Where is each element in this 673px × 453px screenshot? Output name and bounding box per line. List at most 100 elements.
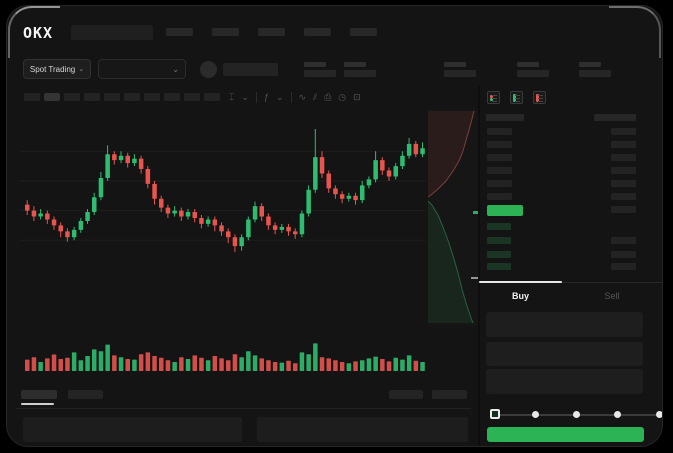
bottom-action-placeholder-1[interactable] [389, 390, 423, 399]
nav-item-placeholder[interactable] [212, 28, 239, 36]
slider-stop[interactable] [532, 411, 539, 418]
book-lines-glyph [515, 95, 520, 102]
top-nav [166, 28, 377, 36]
order-input-placeholder[interactable] [486, 369, 643, 394]
depth-panel [427, 109, 478, 326]
bottom-content-placeholder-2 [257, 417, 468, 442]
tab-buy[interactable]: Buy [511, 291, 529, 301]
nav-item-placeholder[interactable] [166, 28, 193, 36]
bottom-tab-orders[interactable] [21, 390, 57, 399]
buy-submit-button[interactable] [487, 427, 644, 442]
chevron-down-icon[interactable]: ⌄ [275, 92, 284, 102]
ask-price-placeholder [487, 128, 512, 135]
bottom-tab-history[interactable] [68, 390, 103, 399]
interval-icon[interactable]: ◷ [338, 92, 347, 102]
okx-logo[interactable]: OKX [23, 24, 54, 42]
chevron-down-icon: ⌄ [78, 66, 85, 73]
book-both-icon[interactable] [487, 91, 500, 104]
ask-price-placeholder [487, 180, 512, 187]
tab-sell[interactable]: Sell [604, 291, 620, 301]
slider-stop[interactable] [614, 411, 621, 418]
stat-value-placeholder [579, 70, 611, 77]
toolbar-separator [255, 91, 257, 103]
stat-label-placeholder [579, 62, 601, 67]
stat-label-placeholder [444, 62, 466, 67]
orderbook-view-switcher [487, 91, 546, 104]
ask-amount-placeholder [611, 180, 636, 187]
fullscreen-icon[interactable]: ⊡ [353, 92, 361, 102]
volume-chart [25, 343, 425, 371]
search-placeholder[interactable] [71, 25, 153, 40]
indicators-icon[interactable]: ƒ [263, 92, 269, 102]
orderbook-amount-header-placeholder [594, 114, 636, 121]
timeframe-placeholder[interactable] [84, 93, 100, 101]
timeframe-placeholder[interactable] [44, 93, 60, 101]
ticker-stat-placeholder [517, 62, 550, 77]
ask-price-placeholder [487, 193, 512, 200]
slider-handle[interactable] [490, 409, 500, 419]
last-price-amount-placeholder [611, 206, 636, 213]
ticker-stat-placeholder [304, 62, 337, 77]
market-mode-dropdown[interactable]: Spot Trading ⌄ [23, 59, 91, 79]
timeframe-placeholder[interactable] [124, 93, 140, 101]
ask-price-placeholder [487, 154, 512, 161]
orderbook-price-header-placeholder [486, 114, 524, 121]
toolbar-separator [290, 91, 292, 103]
bid-amount-placeholder [611, 263, 636, 270]
timeframe-placeholder[interactable] [104, 93, 120, 101]
timeframe-placeholder[interactable] [164, 93, 180, 101]
coin-icon [200, 61, 217, 78]
compare-icon[interactable]: ⫽ [313, 92, 318, 102]
bottom-content-placeholder-1 [23, 417, 242, 442]
pair-select-dropdown[interactable]: ⌄ [98, 59, 186, 79]
chevron-down-icon: ⌄ [172, 64, 179, 74]
timeframe-placeholder[interactable] [144, 93, 160, 101]
nav-item-placeholder[interactable] [304, 28, 331, 36]
ticker-stat-placeholder [344, 62, 377, 77]
candle-type-icon[interactable]: ⌶ [229, 92, 235, 102]
stat-label-placeholder [344, 62, 366, 67]
ask-price-placeholder [487, 141, 512, 148]
book-asks-icon[interactable] [533, 91, 546, 104]
active-tab-indicator [479, 281, 562, 283]
bid-price-placeholder [487, 251, 511, 258]
ask-amount-placeholder [611, 141, 636, 148]
bottom-divider [16, 408, 471, 409]
ask-amount-placeholder [611, 193, 636, 200]
stat-value-placeholder [444, 70, 476, 77]
ticker-stat-placeholder [444, 62, 477, 77]
bid-price-placeholder [487, 237, 511, 244]
bezel-highlight-top-right [609, 6, 661, 58]
timeframe-placeholder[interactable] [64, 93, 80, 101]
last-price-badge [487, 205, 523, 216]
chevron-down-icon[interactable]: ⌄ [241, 92, 249, 102]
market-mode-label: Spot Trading [29, 64, 76, 74]
ask-price-placeholder [487, 167, 512, 174]
bid-amount-placeholder [611, 251, 636, 258]
bid-price-placeholder [487, 223, 511, 230]
ask-amount-placeholder [611, 154, 636, 161]
camera-icon[interactable]: ⎙ [324, 92, 332, 102]
pair-name-placeholder [223, 63, 278, 76]
timeframe-placeholder[interactable] [184, 93, 200, 101]
ticker-stat-placeholder [579, 62, 612, 77]
slider-stop[interactable] [573, 411, 580, 418]
book-lines-glyph [538, 95, 543, 102]
book-bids-icon[interactable] [510, 91, 523, 104]
nav-item-placeholder[interactable] [350, 28, 377, 36]
order-input-placeholder[interactable] [486, 342, 643, 366]
stat-label-placeholder [304, 62, 326, 67]
order-input-placeholder[interactable] [486, 312, 643, 337]
slider-stop[interactable] [656, 411, 662, 418]
bid-price-placeholder [487, 263, 511, 270]
depth-chart [427, 110, 478, 324]
bottom-action-placeholder-2[interactable] [432, 390, 467, 399]
stat-value-placeholder [517, 70, 549, 77]
chart-tools: ⌶ ⌄ ƒ ⌄ ∿ ⫽ ⎙ ◷ ⊡ [229, 90, 361, 104]
timeframe-placeholder[interactable] [24, 93, 40, 101]
timeframe-placeholder[interactable] [204, 93, 220, 101]
line-tool-icon[interactable]: ∿ [298, 92, 307, 102]
stat-value-placeholder [344, 70, 376, 77]
trade-tabs-divider [478, 282, 662, 283]
nav-item-placeholder[interactable] [258, 28, 285, 36]
